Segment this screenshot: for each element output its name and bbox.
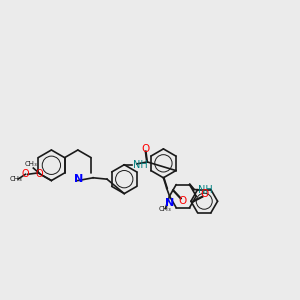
Text: NH: NH <box>134 160 148 170</box>
Text: N: N <box>165 198 174 208</box>
Text: O: O <box>36 169 44 178</box>
Text: NH: NH <box>198 185 213 195</box>
Text: O: O <box>200 189 208 199</box>
Text: CH₃: CH₃ <box>25 161 38 167</box>
Text: O: O <box>142 144 150 154</box>
Text: N: N <box>74 174 83 184</box>
Text: O: O <box>178 196 186 206</box>
Text: O: O <box>22 169 29 179</box>
Text: CH₃: CH₃ <box>158 206 171 212</box>
Text: CH₃: CH₃ <box>10 176 22 182</box>
